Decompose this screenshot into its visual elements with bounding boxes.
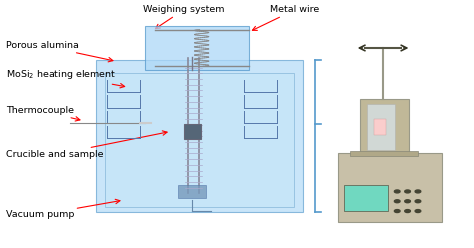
Text: Crucible and sample: Crucible and sample [6,131,167,159]
Circle shape [415,210,421,213]
Bar [338,154,442,222]
Text: Metal wire: Metal wire [252,5,319,30]
Text: Porous alumina: Porous alumina [6,41,113,62]
Text: Weighing system: Weighing system [143,5,224,29]
Circle shape [415,190,421,193]
Bar [366,104,395,150]
Bar [184,124,201,139]
Circle shape [394,190,400,193]
Bar [350,152,419,156]
Bar [374,119,386,135]
Circle shape [394,210,400,213]
Circle shape [405,190,410,193]
Bar [105,72,293,207]
Text: MoSi$_2$ heating element: MoSi$_2$ heating element [6,68,125,88]
Circle shape [415,200,421,203]
Text: Vacuum pump: Vacuum pump [6,199,120,219]
Bar [96,60,303,212]
Text: Thermocouple: Thermocouple [6,106,80,121]
Circle shape [405,200,410,203]
Bar [359,99,409,155]
Bar [178,185,206,198]
Bar [145,26,249,70]
Circle shape [405,210,410,213]
Bar [345,185,388,211]
Circle shape [394,200,400,203]
